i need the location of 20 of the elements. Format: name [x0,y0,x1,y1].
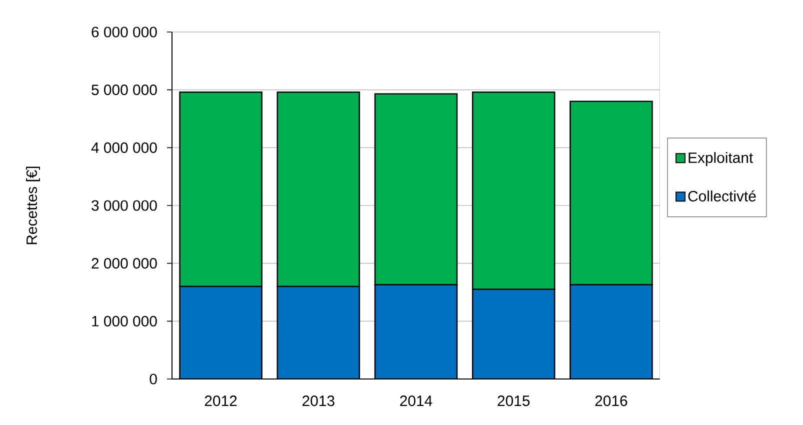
legend-label: Collectivté [688,190,756,202]
bar [472,288,556,379]
y-tick-label: 6 000 000 [92,26,157,38]
y-tick-label: 1 000 000 [92,316,157,326]
y-tick-label: 2 000 000 [92,258,157,269]
x-tick-label: 2013 [302,396,334,406]
x-tick-label: 2016 [595,396,628,406]
y-tick-label: 0 [150,374,157,384]
y-tick-label: 3 000 000 [92,200,157,211]
y-tick-label: 5 000 000 [92,84,157,96]
bar [276,286,360,379]
legend-label: Exploitant [688,152,754,166]
x-tick-label: 2015 [498,396,530,406]
bar [570,284,653,379]
bar [179,286,262,379]
y-tick-label: 4 000 000 [91,142,157,153]
x-tick-label: 2012 [204,396,237,406]
bar [374,284,458,379]
x-tick-label: 2014 [400,396,432,406]
y-axis-title: Recettes [€] [26,166,40,244]
